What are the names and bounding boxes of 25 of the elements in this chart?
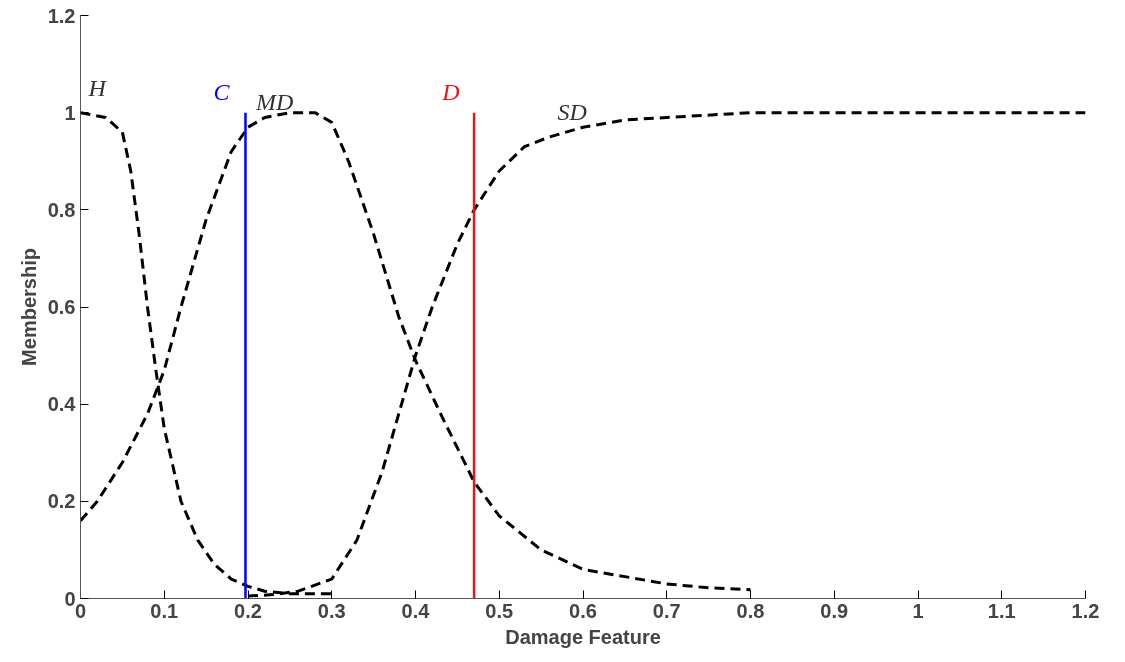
x-tick-label: 0.3 <box>317 599 346 622</box>
x-tick-label: 0.4 <box>401 599 431 622</box>
ref-line-label: D <box>441 78 460 105</box>
x-tick-label: 0.8 <box>736 599 765 622</box>
x-tick-label: 1 <box>912 599 924 622</box>
y-tick-label: 0.4 <box>47 393 77 416</box>
x-tick-label: 1.1 <box>987 599 1016 622</box>
series-label: MD <box>255 89 294 116</box>
y-tick-label: 1.2 <box>47 4 76 27</box>
series-label: SD <box>557 98 587 125</box>
series-label: H <box>87 74 108 101</box>
ref-line-label: C <box>213 78 231 105</box>
y-tick-label: 0.6 <box>47 296 76 318</box>
x-tick-label: 0.7 <box>652 599 681 622</box>
y-tick-label: 0.8 <box>47 198 76 221</box>
x-tick-label: 0.9 <box>820 599 849 622</box>
x-tick-label: 0.5 <box>485 599 514 622</box>
x-tick-label: 0.1 <box>150 599 179 622</box>
y-tick-label: 0.2 <box>47 490 76 513</box>
y-axis-title: Membership <box>17 248 40 366</box>
x-axis-title: Damage Feature <box>505 625 661 648</box>
x-tick-label: 1.2 <box>1071 599 1100 622</box>
y-tick-label: 1 <box>64 101 76 124</box>
x-tick-label: 0.6 <box>569 599 597 622</box>
x-tick-label: 0.2 <box>234 599 262 622</box>
